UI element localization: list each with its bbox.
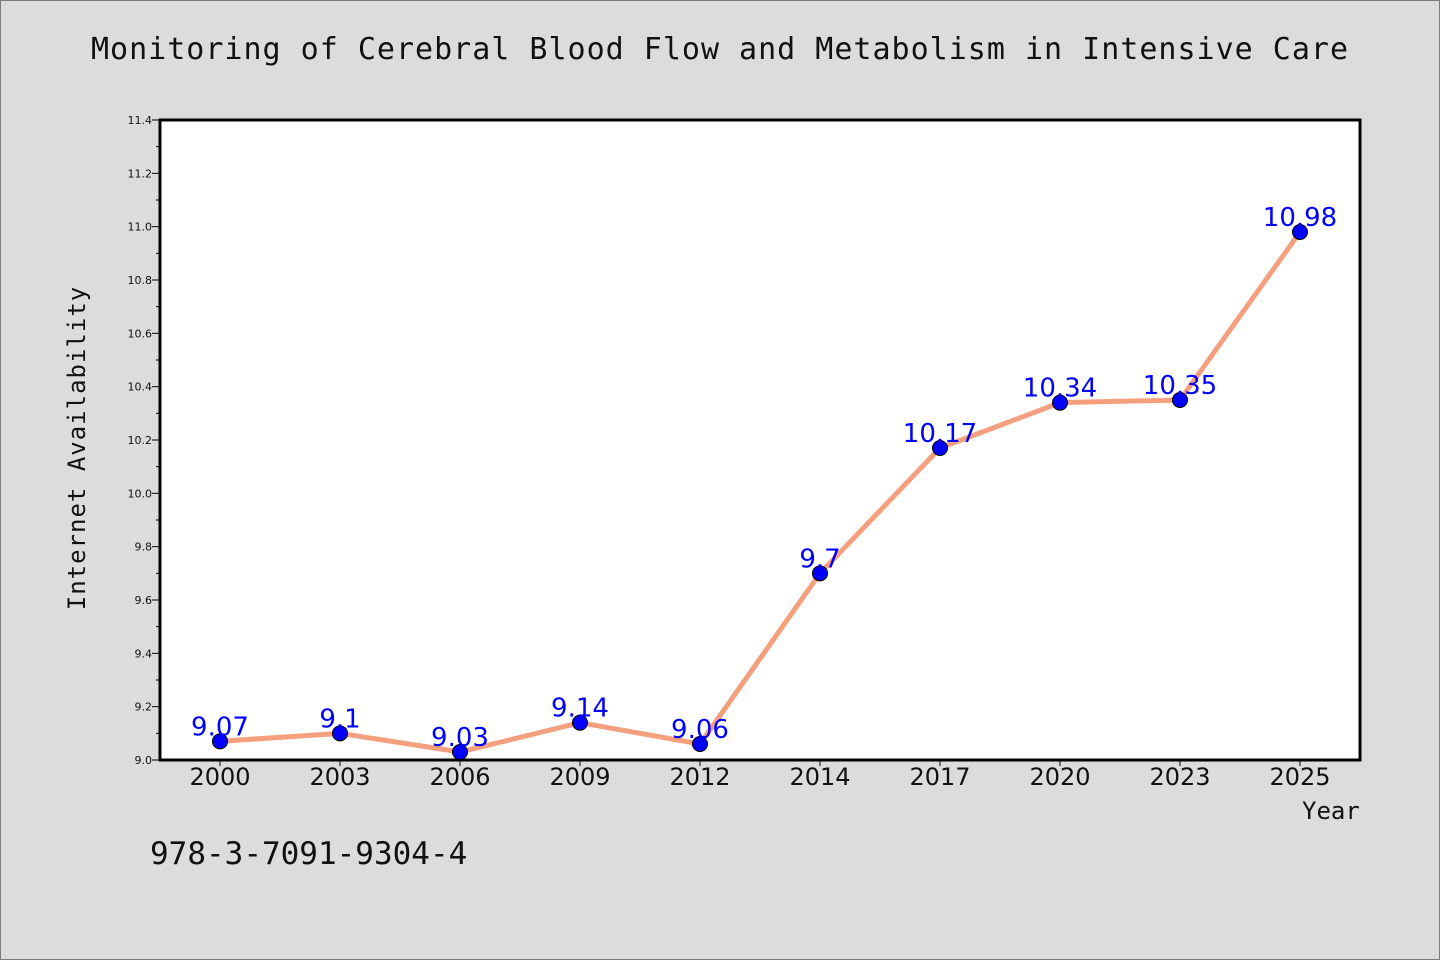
data-point	[1052, 394, 1068, 411]
x-tick-label: 2023	[1149, 763, 1210, 791]
series-line	[217, 229, 1303, 755]
y-tick-label: 10.2	[128, 434, 153, 447]
data-point	[212, 733, 228, 750]
data-point	[692, 736, 708, 752]
data-value-label: 10.17	[903, 419, 977, 449]
data-value-label: 10.98	[1263, 203, 1337, 233]
x-axis-ticks: 2000 2003 2006 2009 2012 2014 2017 2020 2023 2025	[189, 760, 1331, 791]
y-tick-label: 9.4	[135, 647, 153, 660]
y-tick-label: 9.2	[135, 701, 153, 714]
data-value-label: 10.34	[1023, 374, 1097, 404]
data-point	[572, 714, 588, 731]
x-tick-label: 2014	[789, 763, 850, 791]
y-tick-label: 11.2	[128, 167, 153, 180]
y-tick-label: 10.8	[128, 274, 153, 287]
y-tick-label: 10.0	[128, 487, 153, 500]
x-tick-label: 2003	[309, 763, 370, 791]
plot-area	[158, 118, 1362, 762]
x-tick-label: 2017	[909, 763, 970, 791]
y-tick-label: 11.0	[128, 221, 153, 234]
data-value-label: 9.7	[799, 544, 840, 574]
data-value-label: 9.06	[671, 715, 729, 745]
data-labels: 9.07 9.1 9.03 9.14 9.06 9.7 10.17 10.34 10.35 10.…	[191, 203, 1337, 753]
isbn-text: 978-3-7091-9304-4	[150, 836, 468, 872]
data-point	[932, 440, 948, 456]
y-tick-label: 9.0	[135, 754, 153, 767]
data-value-label: 9.07	[191, 712, 249, 742]
data-point	[1292, 224, 1308, 240]
x-tick-label: 2006	[429, 763, 490, 791]
y-tick-label: 9.6	[135, 594, 153, 607]
data-markers	[212, 224, 1308, 760]
data-value-label: 9.03	[431, 723, 489, 753]
y-tick-label: 10.6	[128, 327, 153, 340]
x-tick-label: 2000	[189, 763, 250, 791]
x-tick-label: 2020	[1029, 763, 1090, 791]
data-value-label: 9.1	[319, 704, 360, 734]
x-tick-label: 2025	[1269, 763, 1330, 791]
x-tick-label: 2012	[669, 763, 730, 791]
data-point	[812, 565, 828, 582]
y-axis-ticks: 9.0 9.2 9.4 9.6 9.8 10.0 10.2 10.4 10.6 10.8 11.0 1…	[128, 114, 160, 767]
y-tick-label: 10.4	[128, 381, 153, 394]
chart-title: Monitoring of Cerebral Blood Flow and Me…	[90, 32, 1350, 67]
x-axis-label: Year	[1302, 797, 1360, 825]
y-tick-label: 11.4	[128, 114, 153, 127]
data-value-label: 9.14	[551, 694, 609, 724]
data-point	[332, 725, 348, 742]
y-tick-label: 9.8	[135, 541, 153, 554]
data-point	[452, 744, 468, 760]
data-point	[1172, 392, 1188, 408]
x-tick-label: 2009	[549, 763, 610, 791]
data-value-label: 10.35	[1143, 371, 1217, 401]
